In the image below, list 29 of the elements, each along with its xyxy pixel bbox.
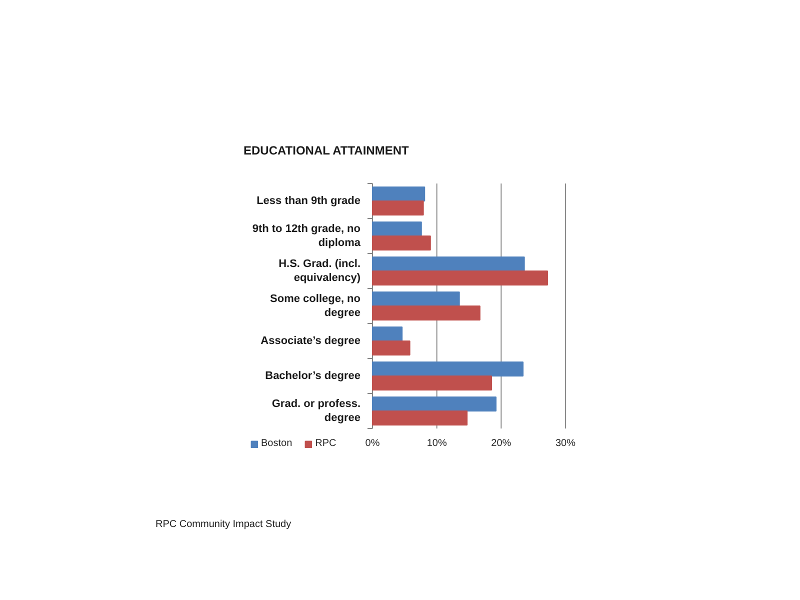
bar (372, 256, 525, 272)
y-tick-label: H.S. Grad. (incl. equivalency) (278, 258, 361, 284)
bar (372, 222, 422, 236)
chart-title: EDUCATIONAL ATTAINMENT (244, 144, 410, 158)
y-tick-label: Bachelor’s degree (265, 370, 360, 382)
legend-label: RPC (315, 438, 336, 449)
bar (372, 292, 460, 306)
bar (372, 306, 480, 320)
bar (372, 362, 524, 376)
y-tick-label: Grad. or profess. degree (272, 398, 361, 424)
legend-label: Boston (261, 438, 292, 449)
y-tick-label: Some college, no degree (270, 293, 361, 319)
x-tick-label: 0% (365, 438, 380, 449)
x-tick-label: 20% (491, 438, 512, 449)
bar (372, 200, 424, 216)
bar (372, 376, 492, 390)
y-tick-label: 9th to 12th grade, no diploma (252, 223, 362, 249)
y-tick-label: Less than 9th grade (256, 195, 361, 207)
bar (372, 326, 403, 342)
bar (372, 340, 410, 356)
bar (372, 270, 548, 286)
bar (372, 236, 431, 250)
text: RPC Community Impact Study (156, 519, 292, 530)
bar (372, 186, 426, 202)
x-tick-label: 10% (426, 438, 447, 449)
bar (372, 410, 468, 426)
bar (372, 396, 497, 412)
y-tick-label: Associate’s degree (260, 335, 361, 347)
x-tick-label: 30% (555, 438, 576, 449)
